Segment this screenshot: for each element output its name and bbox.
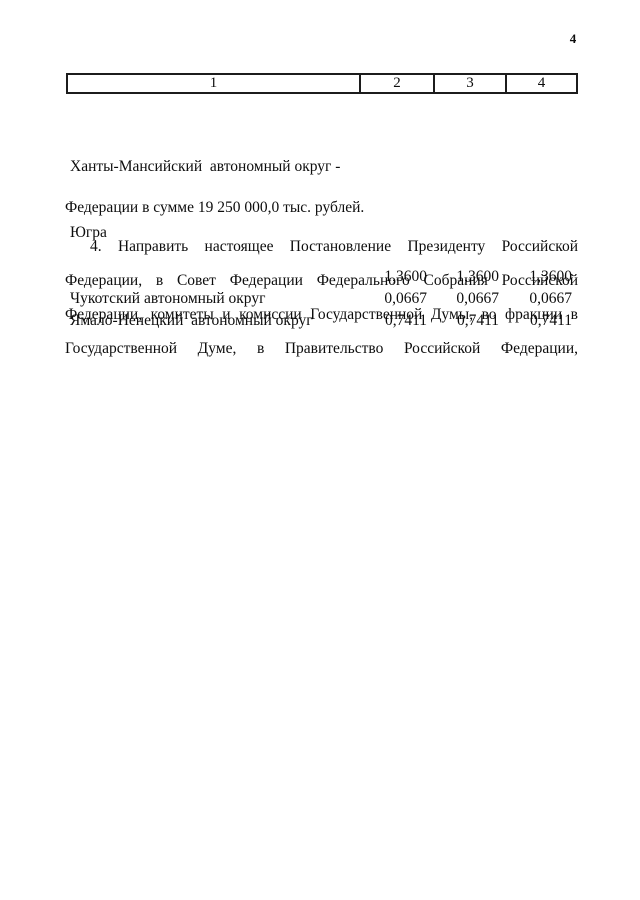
table-row: Ханты-Мансийский автономный округ - Югра… bbox=[66, 112, 578, 288]
paragraph-line: 4. Направить настоящее Постановление Пре… bbox=[90, 238, 578, 255]
value-col-4: 1,3600 bbox=[529, 268, 572, 285]
value-col-2: 0,0667 bbox=[384, 290, 427, 307]
paragraph-line: Федерации, комитеты и комиссии Государст… bbox=[65, 306, 578, 323]
table-header-cell-4: 4 bbox=[505, 75, 576, 92]
table-row: Ямало-Ненецкий автономный округ 0,7411 0… bbox=[66, 310, 578, 332]
value-col-2: 1,3600 bbox=[384, 268, 427, 285]
table-header-cell-3: 3 bbox=[433, 75, 505, 92]
value-col-3: 0,0667 bbox=[456, 290, 499, 307]
region-name: Ханты-Мансийский автономный округ - Югра bbox=[66, 112, 359, 288]
paragraph-line: Государственной Думе, в Правительство Ро… bbox=[65, 340, 578, 357]
page-number: 4 bbox=[569, 31, 577, 46]
table-body: Ханты-Мансийский автономный округ - Югра… bbox=[66, 112, 578, 332]
value-col-4: 0,0667 bbox=[529, 290, 572, 307]
table-header-cell-1: 1 bbox=[209, 75, 218, 91]
region-name: Ямало-Ненецкий автономный округ bbox=[70, 312, 313, 329]
paragraph-line: Федерации, в Совет Федерации Федеральног… bbox=[65, 272, 578, 289]
table-row: Чукотский автономный округ 0,0667 0,0667… bbox=[66, 288, 578, 310]
value-col-4: 0,7411 bbox=[529, 312, 572, 329]
paragraph-item-4: 4. Направить настоящее Постановление Пре… bbox=[65, 230, 578, 366]
region-name-line-1: Ханты-Мансийский автономный округ - bbox=[70, 158, 341, 175]
table-header-row: 1 2 3 4 bbox=[66, 73, 578, 94]
continuation-text: Федерации в сумме 19 250 000,0 тыс. рубл… bbox=[65, 199, 365, 216]
table-header-cell-2: 2 bbox=[359, 75, 433, 92]
value-col-3: 0,7411 bbox=[456, 312, 499, 329]
region-name-line-2: Югра bbox=[70, 224, 107, 241]
region-name: Чукотский автономный округ bbox=[70, 290, 266, 307]
value-col-2: 0,7411 bbox=[384, 312, 427, 329]
value-col-3: 1,3600 bbox=[456, 268, 499, 285]
